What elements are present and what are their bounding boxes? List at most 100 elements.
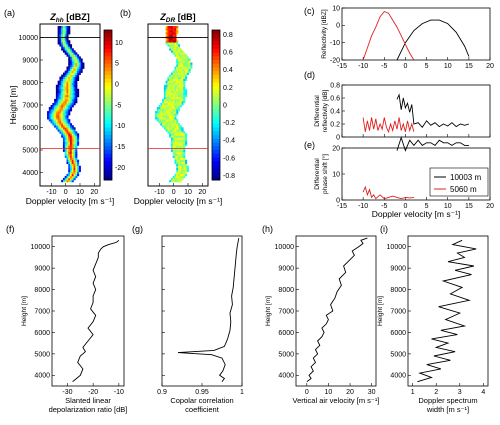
heatmap-cell bbox=[77, 72, 80, 75]
heatmap-cell bbox=[73, 165, 76, 169]
heatmap-cell bbox=[167, 78, 170, 81]
heatmap-cell bbox=[57, 90, 60, 94]
heatmap-cell bbox=[70, 56, 73, 59]
heatmap-cell bbox=[75, 175, 78, 179]
heatmap-cell bbox=[179, 80, 182, 84]
heatmap-cell bbox=[156, 111, 159, 114]
heatmap-cell bbox=[172, 177, 175, 181]
heatmap-cell bbox=[170, 92, 173, 96]
heatmap-cell bbox=[55, 121, 58, 124]
heatmap-cell bbox=[50, 111, 53, 114]
heatmap-cell bbox=[55, 88, 58, 92]
heatmap-cell bbox=[176, 32, 179, 35]
x-tick-label: 20 bbox=[198, 189, 206, 196]
heatmap-cell bbox=[62, 96, 65, 100]
heatmap-cell bbox=[66, 173, 69, 177]
heatmap-cell bbox=[172, 42, 175, 45]
y-axis-label: Reflectivity [dBZ] bbox=[321, 9, 328, 59]
heatmap-cell bbox=[75, 68, 78, 71]
heatmap-cell bbox=[54, 105, 57, 108]
heatmap-cell bbox=[70, 157, 73, 160]
heatmap-cell bbox=[183, 149, 186, 152]
heatmap-cell bbox=[178, 139, 181, 142]
heatmap-cell bbox=[55, 96, 58, 100]
heatmap-cell bbox=[80, 68, 83, 71]
heatmap-cell bbox=[73, 161, 76, 165]
heatmap-cell bbox=[59, 80, 62, 84]
heatmap-cell bbox=[62, 84, 65, 88]
heatmap-cell bbox=[57, 38, 60, 41]
heatmap-cell bbox=[68, 48, 71, 51]
heatmap-cell bbox=[169, 78, 172, 81]
heatmap-cell bbox=[172, 179, 175, 183]
y-tick-label: 4000 bbox=[390, 373, 406, 380]
heatmap-cell bbox=[64, 90, 67, 94]
heatmap-cell bbox=[179, 141, 182, 144]
heatmap-cell bbox=[59, 123, 62, 126]
heatmap-cell bbox=[167, 34, 170, 37]
heatmap-cell bbox=[183, 68, 186, 71]
heatmap-cell bbox=[183, 60, 186, 63]
heatmap-cell bbox=[169, 92, 172, 96]
y-tick-label: 5000 bbox=[390, 351, 406, 358]
heatmap-cell bbox=[48, 111, 51, 114]
heatmap-cell bbox=[185, 92, 188, 96]
colorbar-segment bbox=[104, 82, 112, 87]
heatmap-cell bbox=[66, 66, 69, 69]
heatmap-cell bbox=[59, 88, 62, 92]
heatmap-cell bbox=[172, 153, 175, 156]
heatmap-cell bbox=[77, 167, 80, 171]
heatmap-cell bbox=[174, 90, 177, 94]
heatmap-cell bbox=[71, 127, 74, 130]
x-tick-label: 3 bbox=[458, 389, 462, 396]
heatmap-cell bbox=[78, 167, 81, 171]
heatmap-cell bbox=[181, 161, 184, 165]
heatmap-cell bbox=[176, 179, 179, 183]
heatmap-cell bbox=[77, 90, 80, 94]
heatmap-cell bbox=[178, 82, 181, 86]
x-tick-label: 0 bbox=[403, 63, 407, 70]
heatmap-cell bbox=[55, 102, 58, 106]
heatmap-cell bbox=[181, 58, 184, 61]
heatmap-cell bbox=[176, 100, 179, 104]
heatmap-cell bbox=[73, 98, 76, 102]
colorbar-tick-label: 0.2 bbox=[223, 85, 233, 92]
y-tick-label: 9000 bbox=[390, 266, 406, 273]
heatmap-cell bbox=[73, 175, 76, 179]
colorbar-segment bbox=[104, 97, 112, 102]
heatmap-cell bbox=[64, 141, 67, 144]
heatmap-cell bbox=[176, 40, 179, 43]
heatmap-cell bbox=[68, 129, 71, 132]
heatmap-cell bbox=[77, 92, 80, 96]
heatmap-cell bbox=[178, 48, 181, 51]
heatmap-cell bbox=[64, 42, 67, 45]
heatmap-cell bbox=[68, 76, 71, 79]
heatmap-cell bbox=[77, 60, 80, 63]
heatmap-cell bbox=[59, 90, 62, 94]
colorbar-segment bbox=[212, 127, 220, 132]
colorbar-segment bbox=[212, 82, 220, 87]
heatmap-cell bbox=[176, 149, 179, 152]
heatmap-cell bbox=[73, 155, 76, 158]
heatmap-cell bbox=[170, 125, 173, 128]
heatmap-cell bbox=[160, 109, 163, 112]
heatmap-cell bbox=[61, 44, 64, 47]
heatmap-cell bbox=[179, 90, 182, 94]
heatmap-cell bbox=[62, 44, 65, 47]
heatmap-cell bbox=[176, 153, 179, 156]
heatmap-cell bbox=[75, 131, 78, 134]
heatmap-cells bbox=[47, 26, 85, 183]
heatmap-cell bbox=[169, 96, 172, 100]
colorbar-tick-label: 0 bbox=[115, 82, 119, 89]
heatmap-cell bbox=[75, 151, 78, 154]
heatmap-cell bbox=[66, 96, 69, 100]
panel-g-frame bbox=[161, 235, 243, 387]
heatmap-cell bbox=[179, 64, 182, 67]
heatmap-cell bbox=[77, 58, 80, 61]
x-tick-label: 0.9 bbox=[157, 389, 167, 396]
heatmap-cell bbox=[70, 109, 73, 112]
heatmap-cell bbox=[172, 175, 175, 179]
heatmap-cell bbox=[66, 94, 69, 98]
heatmap-cell bbox=[172, 50, 175, 53]
